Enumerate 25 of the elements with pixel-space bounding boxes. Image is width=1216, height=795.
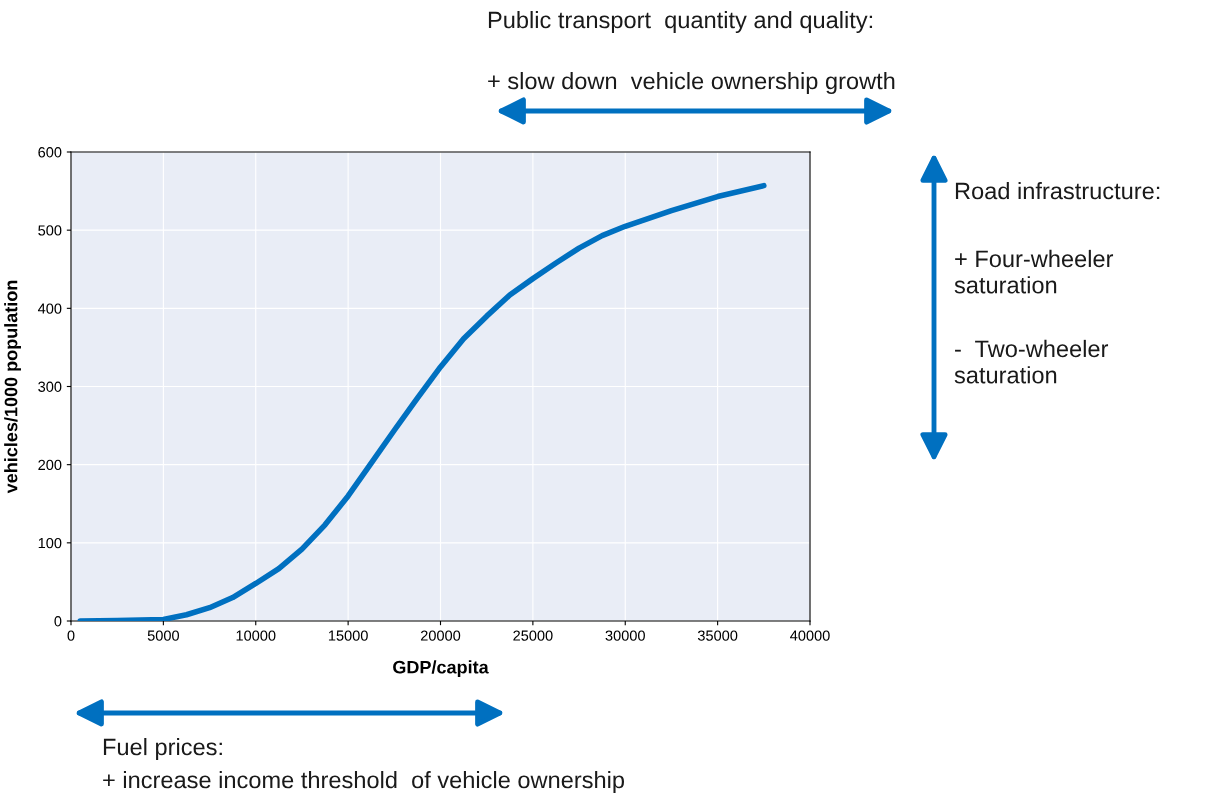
x-tick-label: 20000 [420,630,461,641]
y-tick-label: 400 [37,303,62,314]
x-axis-title: GDP/capita [393,660,489,678]
y-axis-title: vehicles/1000 population [4,280,21,494]
y-tick-label: 500 [38,225,62,236]
x-tick-label: 35000 [697,630,738,641]
x-tick-label: 5000 [147,630,180,641]
x-tick-label: 40000 [790,630,830,641]
y-tick-label: 100 [38,537,62,549]
text: - Two-wheeler saturation [954,339,1109,384]
y-tick-label: 600 [38,147,62,158]
text: + slow down vehicle ownership growth [488,72,895,94]
x-tick-label: 0 [67,630,75,641]
text: Public transport quantity and quality: [488,11,873,33]
text: + increase income threshold of vehicle ownership [103,770,625,794]
x-tick-label: 15000 [328,630,368,641]
y-tick-label: 200 [38,459,62,471]
text: + Four-wheeler saturation [954,249,1114,294]
text: Road infrastructure: [955,181,1160,200]
x-tick-label: 25000 [513,630,553,641]
y-tick-label: 0 [54,616,62,627]
y-tick-label: 300 [38,381,62,392]
text: Fuel prices: [103,737,222,761]
x-tick-label: 30000 [605,630,645,641]
x-tick-label: 10000 [236,630,276,641]
